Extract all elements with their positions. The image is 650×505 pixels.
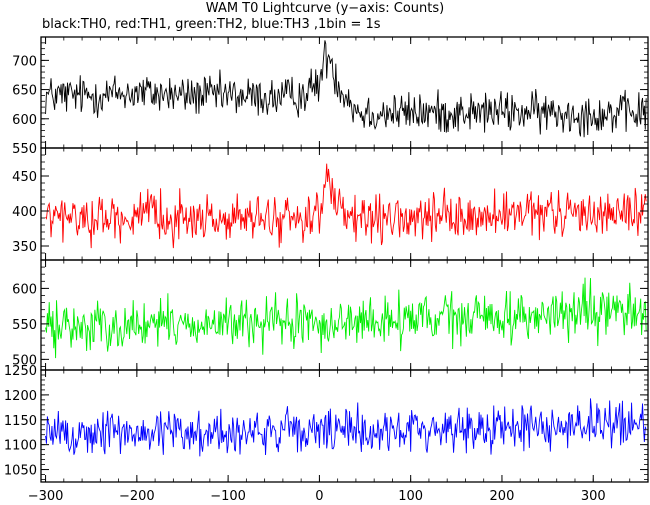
y-tick-label: 650 xyxy=(12,84,37,99)
x-tick-label: −100 xyxy=(210,489,246,504)
y-tick-label: 1200 xyxy=(4,389,37,404)
y-tick-label: 700 xyxy=(12,54,37,69)
y-tick-label: 1150 xyxy=(4,414,37,429)
panel-th3: 1050 1100 1150 1200 1250 xyxy=(4,364,649,483)
x-tick-label: 100 xyxy=(398,489,423,504)
y-tick-label: 550 xyxy=(12,142,37,157)
y-tick-label: 600 xyxy=(12,113,37,128)
y-tick-label: 1050 xyxy=(4,464,37,479)
y-tick-label: 350 xyxy=(12,240,37,255)
x-tick-label: 200 xyxy=(490,489,515,504)
y-tick-label: 450 xyxy=(12,170,37,185)
series-line-th0 xyxy=(45,40,647,138)
panel-th1: 350 400 450 xyxy=(12,147,649,261)
chart-title: WAM T0 Lightcurve (y−axis: Counts) xyxy=(205,1,445,16)
y-tick-label: 500 xyxy=(12,353,37,368)
x-tick-label: 0 xyxy=(315,489,323,504)
series-line-th3 xyxy=(45,398,647,457)
series-line-th2 xyxy=(45,277,647,359)
y-tick-label: 400 xyxy=(12,205,37,220)
panel-th2: 500 550 600 xyxy=(12,259,649,371)
y-tick-label: 1250 xyxy=(4,364,37,379)
x-tick-label: 300 xyxy=(581,489,606,504)
y-tick-label: 600 xyxy=(12,282,37,297)
x-tick-label: −300 xyxy=(28,489,64,504)
x-tick-label: −200 xyxy=(119,489,155,504)
panel-frame xyxy=(40,369,649,483)
chart-subtitle: black:TH0, red:TH1, green:TH2, blue:TH3 … xyxy=(42,17,381,32)
panel-th0: 550 600 650 700 xyxy=(12,36,649,157)
series-line-th1 xyxy=(45,163,647,249)
y-tick-label: 550 xyxy=(12,318,37,333)
panel-frame xyxy=(40,147,649,261)
y-tick-label: 1100 xyxy=(4,439,37,454)
